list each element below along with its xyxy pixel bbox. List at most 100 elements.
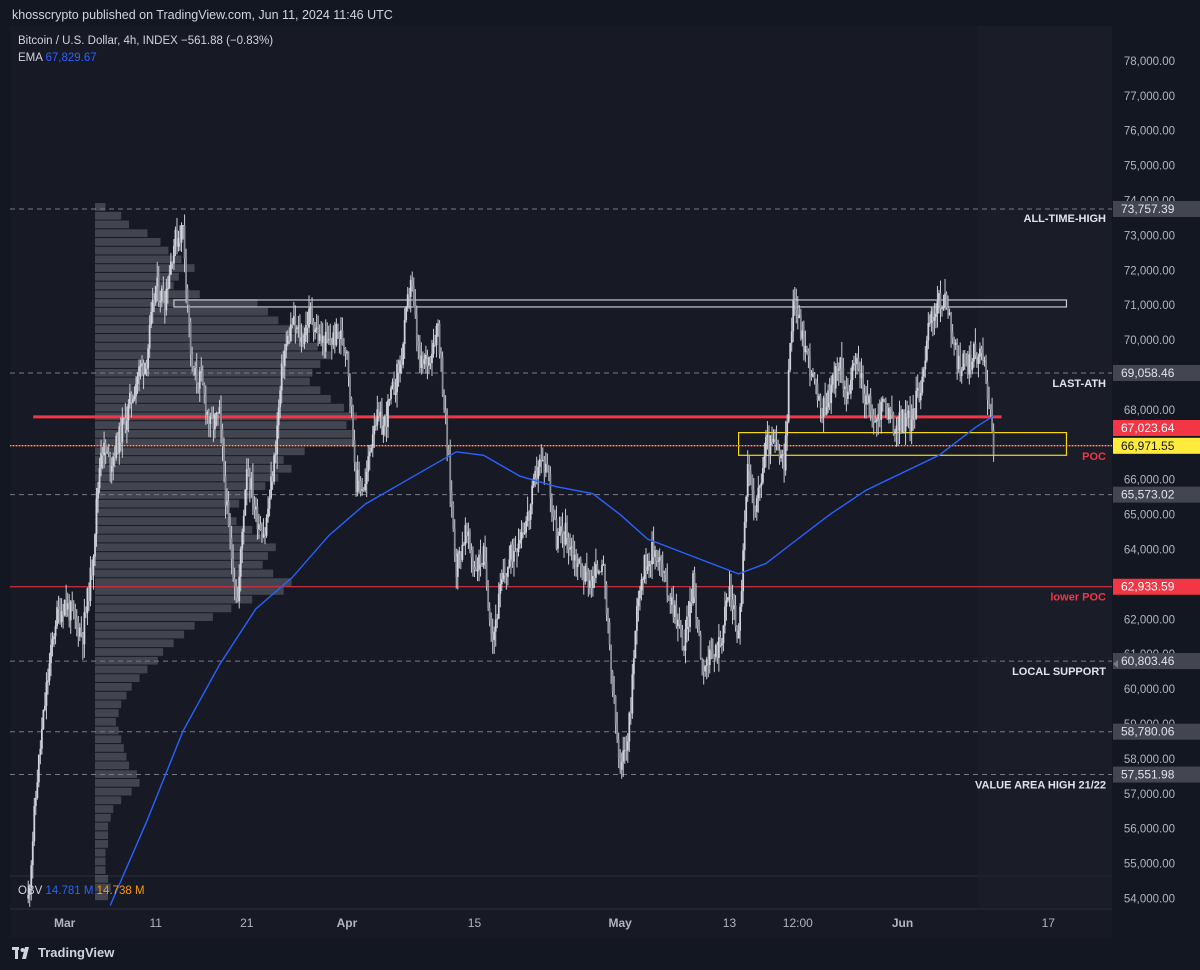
volume-profile-bar [95,508,226,517]
candles[interactable] [27,214,995,907]
candle-body [485,561,488,586]
candle-body [277,407,280,426]
candle-body [426,354,429,366]
candle-body [561,526,564,534]
candle-body [755,498,758,512]
candle-body [469,531,471,551]
candle-body [412,285,415,301]
candle-body [397,363,400,373]
volume-profile-bar [95,735,122,744]
candle-body [631,674,634,714]
candle-body [104,442,107,453]
candle-body [535,470,538,479]
volume-profile-bar [95,778,140,787]
candle-body [47,680,49,683]
ema-line[interactable] [109,415,994,906]
candle-body [251,478,254,505]
candle-body [154,286,157,303]
candle-body [740,591,743,607]
scale-marker-icon[interactable] [1113,660,1118,668]
volume-profile-bar [95,395,331,403]
candle-body [116,435,119,454]
level-name-label: LOCAL SUPPORT [1012,666,1106,678]
candle-body [177,238,180,247]
candle-body [840,357,843,368]
candle-body [124,417,127,431]
candle-body [877,414,880,420]
candle-body [935,313,937,317]
candle-body [349,376,351,399]
candle-body [179,238,181,243]
candle-body [391,381,394,389]
candle-body [321,335,324,343]
candle-body [944,293,946,307]
candle-body [710,649,713,651]
candle-body [601,565,603,572]
candle-body [283,350,286,367]
obv-legend[interactable]: OBV 14.781 M 14.738 M [18,885,145,897]
price-tag-label: 66,971.55 [1121,439,1175,453]
candle-body [253,504,256,510]
candle-body [100,452,102,469]
candle-body [289,324,292,341]
candle-body [765,437,767,457]
symbol-legend[interactable]: Bitcoin / U.S. Dollar, 4h, INDEX −561.88… [18,35,273,47]
candle-body [133,396,136,400]
candle-body [428,356,430,366]
candle-body [194,368,197,376]
y-tick-label: 60,000.00 [1124,684,1175,696]
candle-body [787,369,790,422]
candle-body [986,381,989,400]
candle-body [97,488,99,499]
candle-body [543,459,546,473]
candle-body [323,335,326,352]
candle-body [866,395,869,404]
candle-body [203,384,206,395]
candle-body [500,579,503,585]
candle-body [286,335,289,344]
time-axis[interactable] [10,909,1112,938]
volume-profile-bar [95,456,284,464]
resistance-zone-box[interactable] [173,299,1068,308]
chart-pane[interactable] [10,26,1112,909]
candle-body [722,625,725,644]
candle-body [850,380,852,394]
volume-profile-bar [95,552,268,560]
candle-body [661,564,664,573]
candle-body [611,671,614,692]
candle-body [957,355,960,370]
candle-body [34,797,37,807]
y-tick-label: 72,000.00 [1124,265,1175,277]
volume-profile-bar [95,203,106,211]
candle-body [552,506,555,518]
candle-body [144,362,146,374]
volume-profile-bar [95,299,258,307]
volume-profile-bar [95,482,266,491]
candle-body [182,225,184,227]
candle-body [813,373,816,380]
candle-body [168,274,171,289]
y-tick-label: 66,000.00 [1124,475,1175,487]
candle-body [268,498,271,509]
x-tick-label: May [609,916,633,930]
candle-body [364,484,367,491]
candle-body [335,324,338,346]
footer-brand[interactable]: TradingView [12,945,114,960]
candle-body [566,522,568,538]
candle-body [221,428,224,447]
candle-body [121,418,124,443]
candle-body [519,539,521,544]
candle-body [217,412,219,414]
candle-body [933,316,936,321]
candle-body [892,412,895,434]
price-tag [1113,364,1200,381]
volume-profile-bar [95,770,137,778]
ema-legend[interactable]: EMA 67,829.67 [18,52,97,64]
price-axis[interactable] [1112,26,1200,909]
candle-body [141,363,143,366]
candle-body [255,506,257,510]
candle-body [264,533,266,536]
price-tag [1113,486,1200,503]
volume-profile-bar [95,560,263,569]
